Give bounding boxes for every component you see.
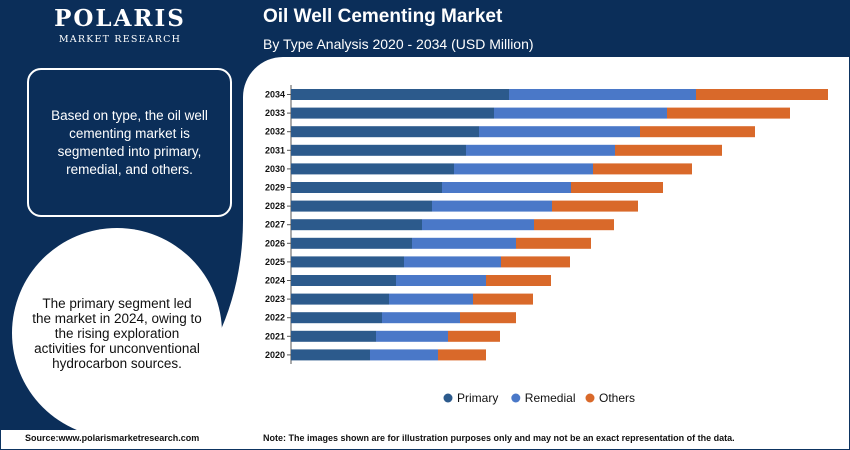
highlight-circle: The primary segment led the market in 20…: [12, 228, 222, 438]
disclaimer-note: Note: The images shown are for illustrat…: [263, 433, 735, 443]
brand-logo: POLARIS MARKET RESEARCH: [20, 6, 220, 46]
chart-subtitle: By Type Analysis 2020 - 2034 (USD Millio…: [263, 36, 534, 52]
chart-title: Oil Well Cementing Market: [263, 6, 503, 27]
segment-info-text: Based on type, the oil well cementing ma…: [51, 107, 208, 177]
segment-info-box: Based on type, the oil well cementing ma…: [27, 68, 232, 217]
highlight-circle-text: The primary segment led the market in 20…: [32, 295, 202, 371]
source-text: Source:www.polarismarketresearch.com: [25, 433, 200, 443]
brand-subtitle: MARKET RESEARCH: [58, 34, 182, 45]
brand-name: POLARIS: [54, 5, 186, 32]
header-band: [243, 0, 850, 57]
